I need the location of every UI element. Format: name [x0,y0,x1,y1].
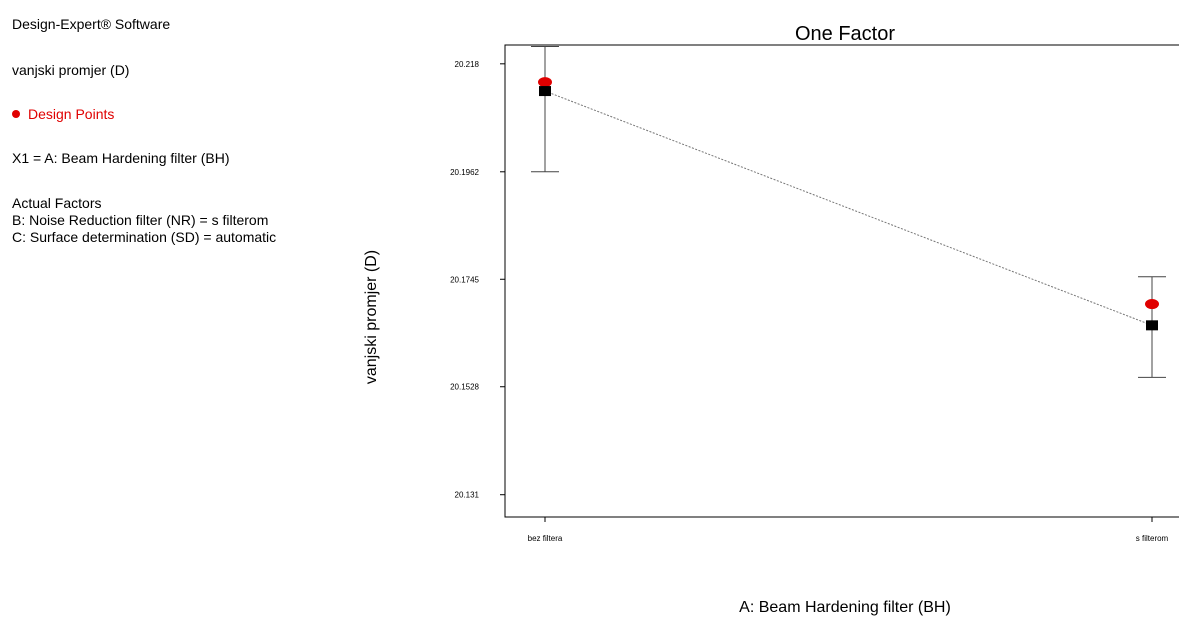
y-tick-label: 20.1962 [450,168,479,177]
chart-marks [531,45,1166,378]
response-name: vanjski promjer (D) [12,62,130,78]
x-tick-label: s filterom [1136,534,1169,543]
actual-factors-heading: Actual Factors [12,195,102,211]
design-point-marker-icon [12,110,20,119]
y-tick-label: 20.131 [455,491,480,500]
x-axis-title: A: Beam Hardening filter (BH) [739,599,951,616]
y-axis-title: vanjski promjer (D) [363,250,380,384]
design-points-legend: Design Points [12,106,114,123]
x-tick-label: bez filtera [528,534,563,543]
prediction-line [544,90,1153,326]
actual-factors: Actual Factors B: Noise Reduction filter… [12,195,374,246]
factor-c: C: Surface determination (SD) = automati… [12,229,277,245]
plot-frame [504,44,1179,518]
software-name: Design-Expert® Software [12,16,171,32]
design-points-label: Design Points [28,106,115,122]
x-axis: bez filtera s filterom [528,517,1169,543]
design-point [538,77,552,88]
y-axis: 20.131 20.1528 20.1745 20.1962 20.218 [450,60,505,500]
y-tick-label: 20.1528 [450,383,479,392]
y-tick-label: 20.218 [455,60,480,69]
y-tick-label: 20.1745 [450,275,479,284]
predicted-mean-marker [539,86,551,97]
factor-b: B: Noise Reduction filter (NR) = s filte… [12,212,269,228]
x1-factor: X1 = A: Beam Hardening filter (BH) [12,150,230,166]
design-point [1145,299,1159,310]
chart-title: One Factor [795,23,895,45]
predicted-mean-marker [1146,320,1158,331]
